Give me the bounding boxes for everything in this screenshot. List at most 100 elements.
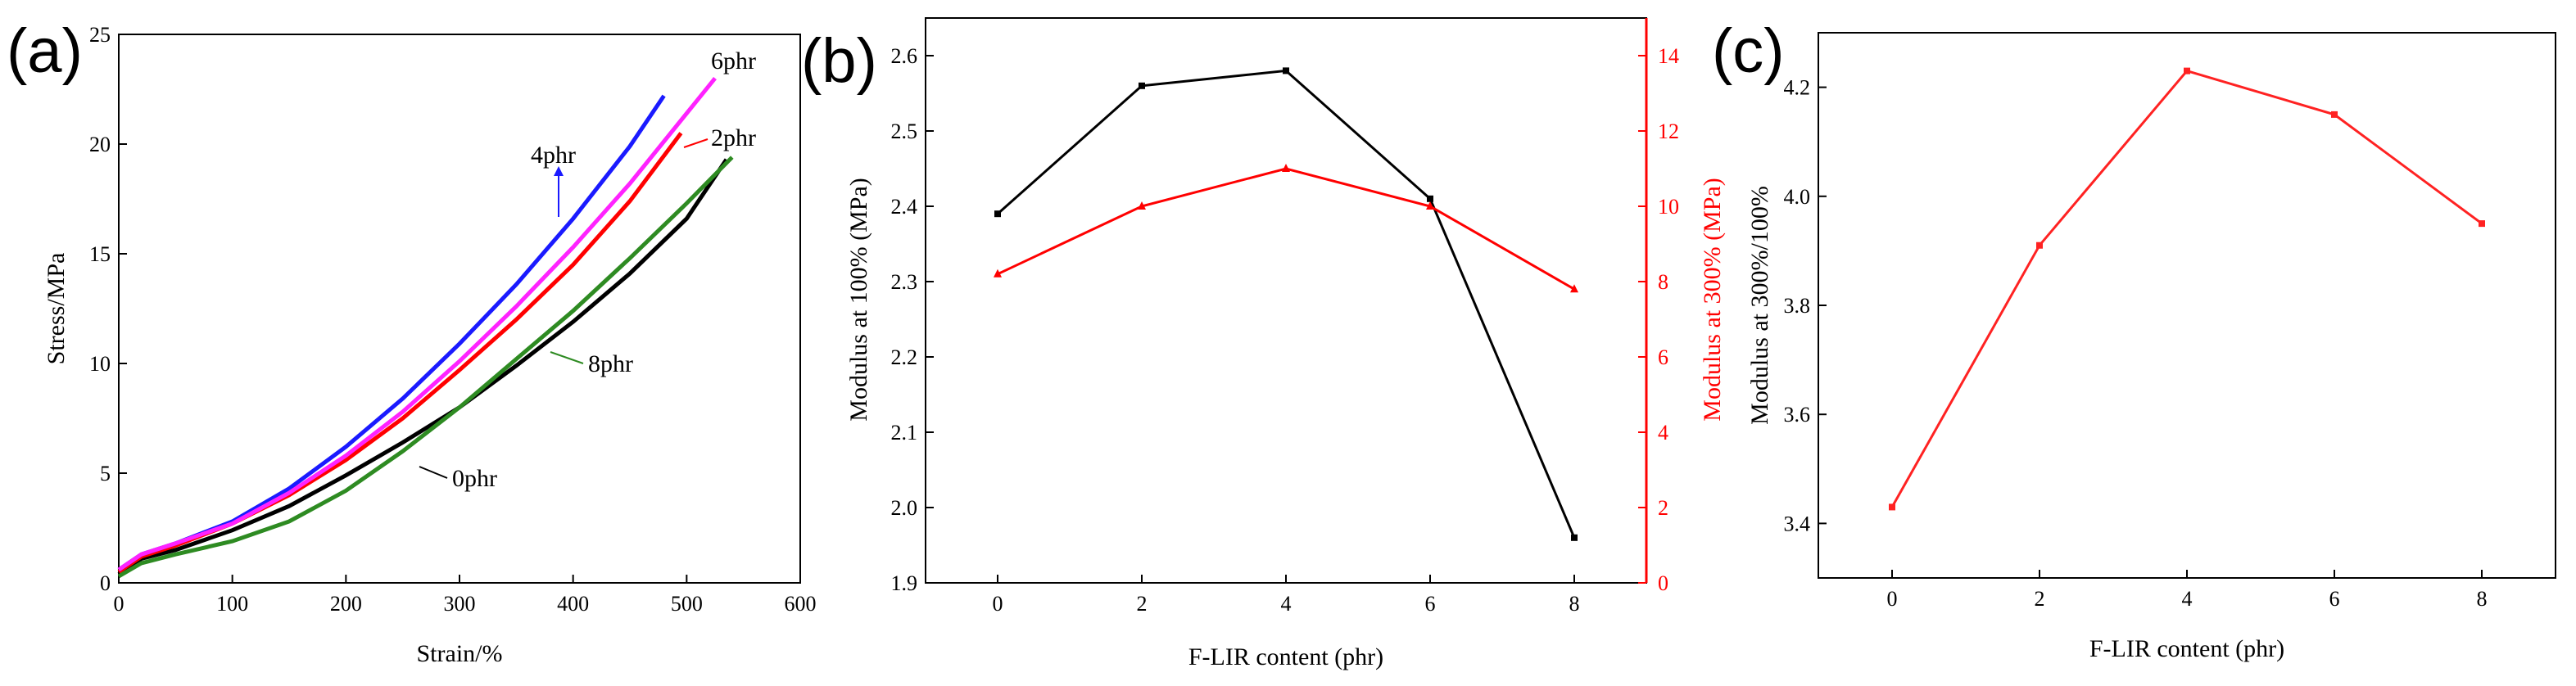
- panel-1-y-tick-label: 8: [1658, 270, 1668, 294]
- panel-b-chart: 1.9 2.0 2.1 2.2 2.3 2.4 2.5 2.6 0 2 4 6 8 10 12 14 0 2 4…: [845, 17, 1726, 670]
- panel-1-x-tick-label: 0: [993, 592, 1003, 616]
- panel-b-series: [994, 67, 1578, 541]
- panel-b-frame: [925, 17, 1647, 584]
- panel-1-y-tick-label: 14: [1658, 44, 1679, 68]
- panel-a-letter: (a): [7, 16, 83, 86]
- panel-2-y-tick-label: 3.6: [1784, 403, 1811, 426]
- panel-b-x-ticks: 0 2 4 6 8: [993, 575, 1580, 616]
- modulus-300-point: [1570, 284, 1578, 293]
- panel-1-x-tick-label: 4: [1281, 592, 1292, 616]
- series-0phr-line: [117, 158, 728, 576]
- panel-2-y-tick-label: 3.4: [1784, 512, 1811, 535]
- modulus-100-line: [997, 69, 1576, 539]
- panel-1-x-tick-label: 8: [1569, 592, 1580, 616]
- modulus-300-line: [997, 167, 1575, 291]
- panel-2-x-tick-label: 6: [2329, 587, 2340, 611]
- panel-c-ylabel: Modulus at 300%/100%: [1746, 186, 1773, 425]
- panel-0-x-tick-label: 200: [330, 592, 362, 616]
- panel-1-y-tick-label: 2.1: [891, 421, 918, 445]
- panel-0-x-tick-label: 600: [785, 592, 817, 616]
- panel-1-x-tick-label: 2: [1137, 592, 1148, 616]
- modulus-100-point: [1283, 67, 1289, 74]
- panel-1-y-tick-label: 2.2: [891, 345, 918, 369]
- panel-c-series: [1889, 67, 2485, 511]
- panel-1-y-tick-label: 2.6: [891, 44, 918, 68]
- panel-1-y-tick-label: 2.5: [891, 120, 918, 143]
- panel-b-ylabel-right: Modulus at 300% (MPa): [1699, 178, 1726, 421]
- panel-0-y-tick-label: 20: [89, 133, 111, 156]
- panel-1-x-tick-label: 6: [1425, 592, 1436, 616]
- panel-2-x-tick-label: 4: [2182, 587, 2193, 611]
- panel-1-y-tick-label: 4: [1658, 421, 1668, 445]
- panel-2-y-tick-label: 4.0: [1784, 185, 1811, 209]
- panel-2-y-tick-label: 4.2: [1784, 76, 1811, 100]
- panel-1-y-tick-label: 2.4: [891, 195, 918, 219]
- panel-c-letter: (c): [1712, 16, 1785, 86]
- modulus-ratio-point: [1889, 503, 1895, 511]
- panel-2-x-tick-label: 0: [1887, 587, 1898, 611]
- arrow-0phr: [419, 466, 448, 479]
- panel-1-y-tick-label: 12: [1658, 120, 1679, 143]
- series-6phr-line: [117, 77, 717, 571]
- panel-c-xlabel: F-LIR content (phr): [2089, 635, 2284, 662]
- panel-2-y-tick-label: 3.8: [1784, 294, 1811, 318]
- modulus-100-point: [1139, 82, 1145, 89]
- annotation-0phr: 0phr: [452, 465, 497, 492]
- annotation-8phr: 8phr: [588, 350, 633, 377]
- panel-a-y-ticks: 0 5 10 15 20 25: [89, 23, 127, 595]
- series-8phr-line: [117, 156, 734, 579]
- arrow-8phr: [550, 351, 584, 364]
- modulus-100-point: [1571, 534, 1578, 541]
- modulus-ratio-point: [2036, 241, 2043, 249]
- panel-a-series: [117, 77, 734, 579]
- panel-0-x-tick-label: 100: [216, 592, 248, 616]
- panel-0-y-tick-label: 15: [89, 242, 111, 266]
- annotation-4phr: 4phr: [531, 142, 576, 169]
- panel-b-y-ticks-right: 0 2 4 6 8 10 12 14: [1638, 44, 1679, 595]
- arrow-2phr: [683, 138, 709, 148]
- panel-2-x-tick-label: 2: [2035, 587, 2045, 611]
- annotation-6phr: 6phr: [711, 47, 756, 74]
- modulus-ratio-point: [2331, 111, 2338, 118]
- panel-a-frame: [118, 34, 801, 584]
- panel-c-x-ticks: 0 2 4 6 8: [1887, 570, 2488, 611]
- modulus-300-point: [1282, 164, 1290, 172]
- panel-c-y-ticks: 3.4 3.6 3.8 4.0 4.2: [1784, 76, 1827, 535]
- panel-0-y-tick-label: 0: [100, 571, 111, 595]
- panel-c-chart: 3.4 3.6 3.8 4.0 4.2 0 2 4 6 8 F-LIR content (phr…: [1746, 32, 2556, 662]
- modulus-300-point: [1426, 201, 1434, 210]
- modulus-300-point: [1138, 201, 1146, 210]
- panel-b-letter: (b): [801, 26, 877, 96]
- panel-1-y-tick-label: 10: [1658, 195, 1679, 219]
- panel-1-y-tick-label: 0: [1658, 571, 1668, 595]
- panel-0-y-tick-label: 5: [100, 462, 111, 485]
- panel-1-y-tick-label: 1.9: [891, 571, 918, 595]
- panel-b-y-ticks: 1.9 2.0 2.1 2.2 2.3 2.4 2.5 2.6: [891, 44, 934, 595]
- panel-0-x-tick-label: 300: [444, 592, 476, 616]
- panel-a-ylabel: Stress/MPa: [43, 253, 70, 365]
- panel-0-x-tick-label: 400: [557, 592, 589, 616]
- panel-0-x-tick-label: 500: [671, 592, 703, 616]
- modulus-100-point: [994, 210, 1001, 218]
- annotation-2phr: 2phr: [711, 124, 756, 151]
- panel-0-y-tick-label: 25: [89, 23, 111, 47]
- modulus-ratio-line: [1890, 69, 2483, 508]
- panel-b-xlabel: F-LIR content (phr): [1188, 643, 1383, 670]
- panel-a-xlabel: Strain/%: [417, 640, 503, 667]
- panel-1-y-tick-label: 2: [1658, 496, 1668, 520]
- modulus-ratio-point: [2479, 220, 2485, 228]
- panel-0-x-tick-label: 0: [114, 592, 124, 616]
- modulus-100-point: [1427, 195, 1433, 202]
- series-4phr-line: [117, 94, 666, 571]
- arrowhead-4phr: [554, 166, 564, 176]
- panel-b-ylabel: Modulus at 100% (MPa): [845, 178, 872, 421]
- modulus-300-point: [994, 269, 1002, 278]
- panel-1-y-tick-label: 2.3: [891, 270, 918, 294]
- panel-c-frame: [1818, 32, 2556, 579]
- panel-1-y-tick-label: 6: [1658, 345, 1668, 369]
- panel-a-x-ticks: 0 100 200 300 400 500 600: [114, 575, 817, 616]
- panel-2-x-tick-label: 8: [2477, 587, 2488, 611]
- modulus-ratio-point: [2184, 67, 2190, 74]
